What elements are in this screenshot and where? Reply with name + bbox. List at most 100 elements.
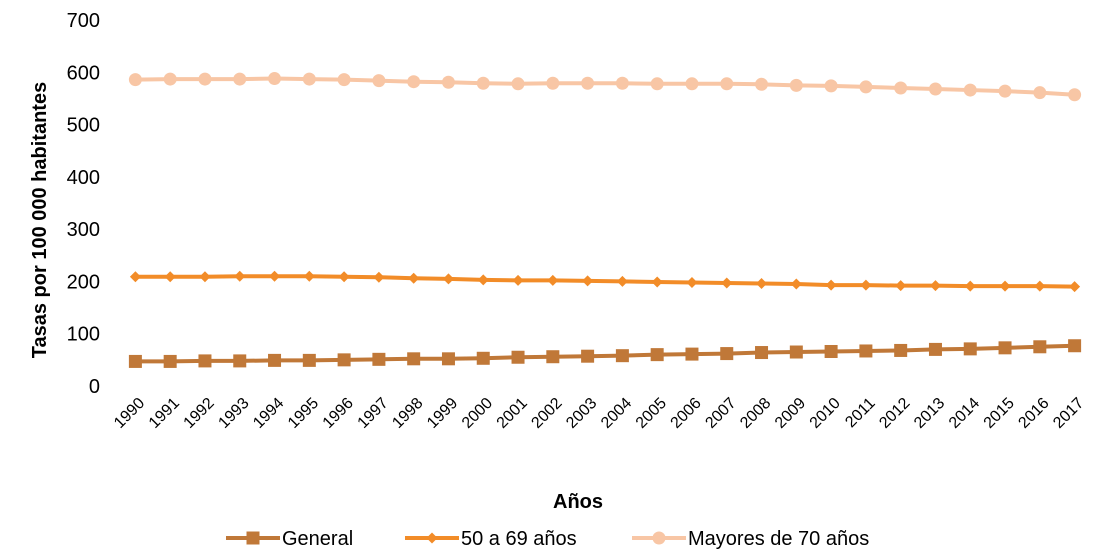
x-tick-label: 2002 [528, 395, 565, 432]
data-point [302, 353, 316, 367]
legend-label: Mayores de 70 años [688, 528, 869, 550]
data-point [582, 275, 594, 287]
data-point [615, 76, 629, 90]
series-1 [128, 339, 1082, 368]
data-point [476, 351, 490, 365]
y-tick-label: 0 [89, 376, 100, 398]
data-point [790, 278, 802, 290]
data-point [129, 271, 141, 283]
data-point [303, 270, 315, 282]
x-tick-label: 2006 [668, 395, 705, 432]
legend: General 50 a 69 años Mayores de 70 años [226, 528, 869, 550]
x-tick-label: 2009 [772, 395, 809, 432]
data-point [895, 280, 907, 292]
legend-item: 50 a 69 años [405, 528, 577, 550]
x-tick-label: 2001 [494, 395, 531, 432]
x-tick-label: 2017 [1050, 395, 1087, 432]
data-point [128, 354, 142, 368]
data-point [163, 354, 177, 368]
data-point [269, 270, 281, 282]
data-point [163, 72, 177, 86]
data-point [512, 274, 524, 286]
x-tick-label: 1998 [389, 395, 426, 432]
x-tick-label: 2014 [946, 395, 983, 432]
data-point [547, 274, 559, 286]
data-point [338, 271, 350, 283]
data-point [860, 279, 872, 291]
data-point [685, 347, 699, 361]
x-tick-label: 2000 [459, 395, 496, 432]
data-point [441, 75, 455, 89]
legend-label: 50 a 69 años [461, 528, 577, 550]
x-tick-label: 2013 [911, 395, 948, 432]
data-point [928, 342, 942, 356]
x-tick-label: 1992 [181, 395, 218, 432]
y-tick-label: 200 [67, 271, 100, 293]
data-point [720, 347, 734, 361]
x-tick-label: 2010 [807, 395, 844, 432]
data-point [894, 81, 908, 95]
data-point [302, 72, 316, 86]
data-point [268, 72, 282, 86]
data-point [824, 79, 838, 93]
x-axis-ticks: 1990199119921993199419951996199719981999… [111, 395, 1087, 432]
x-tick-label: 2004 [598, 395, 635, 432]
data-point [198, 354, 212, 368]
data-point [789, 345, 803, 359]
y-axis-ticks: 0 100 200 300 400 500 600 700 [67, 10, 100, 398]
legend-item: Mayores de 70 años [632, 528, 869, 550]
data-point [233, 354, 247, 368]
data-point [407, 75, 421, 89]
x-tick-label: 1999 [424, 395, 461, 432]
data-point [511, 350, 525, 364]
series-3 [128, 72, 1082, 102]
y-tick-label: 400 [67, 167, 100, 189]
data-point [128, 73, 142, 87]
data-point [824, 344, 838, 358]
data-point [789, 78, 803, 92]
data-point [268, 353, 282, 367]
data-point [408, 272, 420, 284]
x-tick-label: 1994 [250, 395, 287, 432]
data-point [1068, 88, 1082, 102]
data-point [1033, 86, 1047, 100]
data-point [859, 344, 873, 358]
data-point [442, 273, 454, 285]
data-point [1034, 280, 1046, 292]
data-point [372, 74, 386, 88]
data-point [337, 353, 351, 367]
data-point [998, 84, 1012, 98]
legend-item: General [226, 528, 353, 550]
y-axis-label: Tasas por 100 000 habitantes [29, 82, 51, 358]
data-point [164, 271, 176, 283]
y-tick-label: 600 [67, 62, 100, 84]
series-line [135, 76, 1075, 97]
data-point [441, 352, 455, 366]
data-point [650, 77, 664, 91]
data-point [476, 76, 490, 90]
data-point [720, 77, 734, 91]
data-point [755, 346, 769, 360]
data-point [581, 349, 595, 363]
x-tick-label: 1995 [285, 395, 322, 432]
data-point [964, 280, 976, 292]
data-point [755, 77, 769, 91]
data-point [546, 350, 560, 364]
y-tick-label: 100 [67, 324, 100, 346]
data-point [511, 77, 525, 91]
data-point [650, 348, 664, 362]
data-point [928, 82, 942, 96]
series-line [135, 274, 1075, 289]
data-point [859, 80, 873, 94]
x-tick-label: 2003 [563, 395, 600, 432]
series-2 [129, 270, 1081, 293]
data-point [999, 280, 1011, 292]
legend-swatch-marker [426, 532, 438, 544]
data-point [929, 280, 941, 292]
legend-swatch-marker [246, 531, 260, 545]
x-tick-label: 1993 [215, 395, 252, 432]
data-point [963, 83, 977, 97]
data-point [198, 72, 212, 86]
legend-swatch-marker [652, 531, 666, 545]
